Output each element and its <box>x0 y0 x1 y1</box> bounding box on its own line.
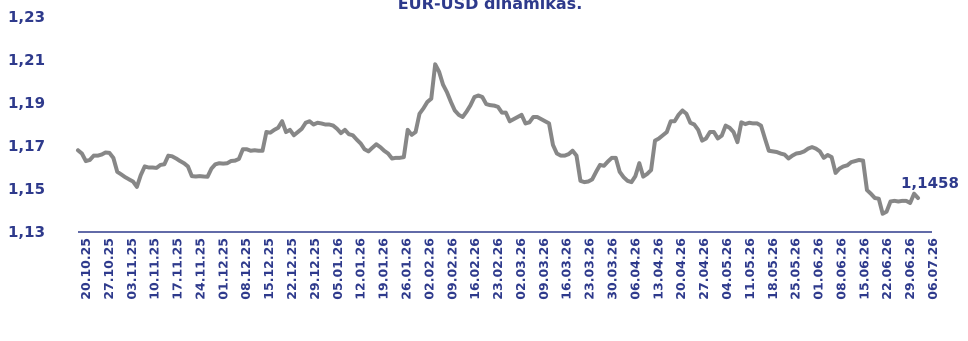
x-tick-label: 24.11.25 <box>192 238 207 300</box>
x-tick-label: 30.03.26 <box>605 238 620 300</box>
x-tick-label: 23.03.26 <box>582 238 597 300</box>
x-tick-label: 01.06.26 <box>811 238 826 300</box>
x-tick-label: 16.02.26 <box>467 238 482 300</box>
y-tick-label: 1,15 <box>8 180 45 198</box>
x-tick-label: 20.10.25 <box>78 238 93 300</box>
y-tick-label: 1,17 <box>8 137 45 155</box>
x-tick-label: 08.06.26 <box>833 238 848 300</box>
x-tick-label: 15.06.26 <box>856 238 871 300</box>
x-tick-label: 16.03.26 <box>559 238 574 300</box>
x-tick-label: 11.05.26 <box>742 238 757 300</box>
y-tick-label: 1,23 <box>8 8 45 26</box>
x-tick-label: 27.04.26 <box>696 238 711 300</box>
x-tick-label: 25.05.26 <box>788 238 803 300</box>
x-tick-label: 13.04.26 <box>650 238 665 300</box>
x-tick-label: 10.11.25 <box>147 238 162 300</box>
x-tick-label: 17.11.25 <box>170 238 185 300</box>
x-tick-label: 29.06.26 <box>902 238 917 300</box>
x-tick-label: 23.02.26 <box>490 238 505 300</box>
series-line <box>76 62 920 216</box>
last-value-label: 1,1458 <box>901 174 959 192</box>
x-tick-label: 06.07.26 <box>925 238 940 300</box>
x-tick-label: 19.01.26 <box>376 238 391 300</box>
x-tick-label: 22.12.25 <box>284 238 299 300</box>
x-tick-label: 22.06.26 <box>879 238 894 300</box>
y-tick-label: 1,13 <box>8 223 45 241</box>
x-tick-label: 01.12.25 <box>215 238 230 300</box>
x-tick-label: 05.01.26 <box>330 238 345 300</box>
x-tick-label: 09.03.26 <box>536 238 551 300</box>
x-tick-label: 04.05.26 <box>719 238 734 300</box>
chart-title: EUR-USD dinamikas. <box>398 0 583 13</box>
x-tick-label: 27.10.25 <box>101 238 116 300</box>
x-tick-label: 29.12.25 <box>307 238 322 300</box>
x-tick-label: 08.12.25 <box>238 238 253 300</box>
x-tick-label: 18.05.26 <box>765 238 780 300</box>
x-tick-label: 12.01.26 <box>353 238 368 300</box>
y-tick-label: 1,21 <box>8 51 45 69</box>
y-tick-label: 1,19 <box>8 94 45 112</box>
x-tick-label: 03.11.25 <box>124 238 139 300</box>
x-tick-label: 09.02.26 <box>444 238 459 300</box>
x-tick-label: 15.12.25 <box>261 238 276 300</box>
x-tick-label: 20.04.26 <box>673 238 688 300</box>
x-tick-label: 26.01.26 <box>398 238 413 300</box>
x-tick-label: 02.03.26 <box>513 238 528 300</box>
x-tick-label: 06.04.26 <box>627 238 642 300</box>
x-tick-label: 02.02.26 <box>421 238 436 300</box>
